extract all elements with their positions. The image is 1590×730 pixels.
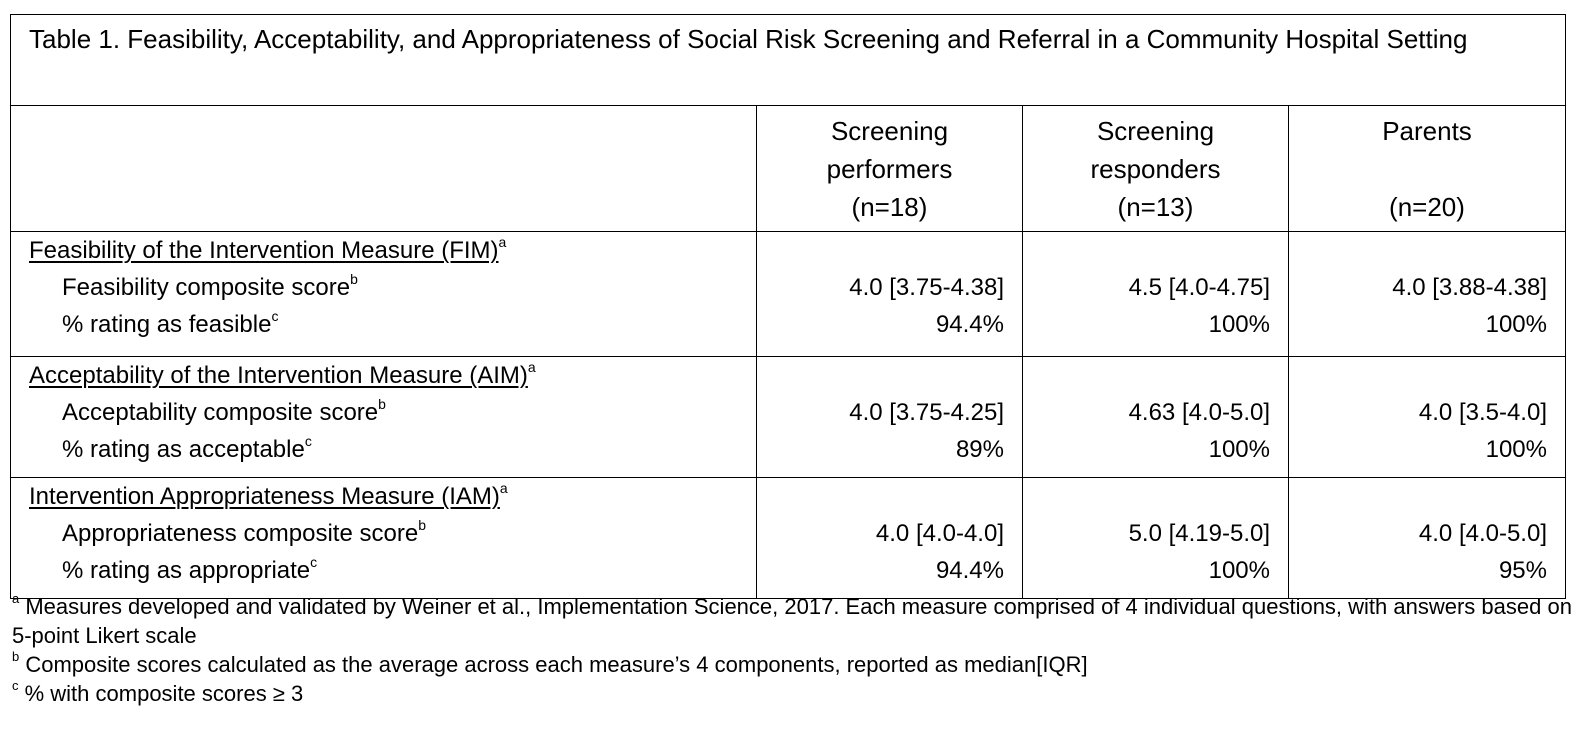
row-label: % rating as appropriate (62, 557, 311, 584)
row-label: Feasibility composite score (62, 274, 351, 301)
section-heading: Intervention Appropriateness Measure (IA… (29, 483, 500, 510)
footnote-mark: a (498, 234, 507, 250)
footnote-mark: a (499, 480, 508, 496)
section-label-cell: Intervention Appropriateness Measure (IA… (10, 477, 757, 599)
footnote-c: c % with composite scores ≥ 3 (12, 679, 1572, 708)
section-fim: Feasibility of the Intervention Measure … (10, 231, 1566, 357)
header-line: responders (1090, 154, 1221, 184)
footnote-mark: c (304, 433, 312, 449)
footnote-mark: c (271, 308, 279, 324)
footnote-mark: b (12, 648, 20, 664)
header-parents: Parents (n=20) (1288, 105, 1566, 232)
section-heading: Acceptability of the Intervention Measur… (29, 362, 528, 389)
cell-value: 100% (1208, 311, 1270, 338)
results-table: Table 1. Feasibility, Acceptability, and… (10, 14, 1566, 599)
footnote-text: Composite scores calculated as the avera… (19, 652, 1088, 677)
cell-value: 4.0 [4.0-5.0] (1418, 520, 1547, 547)
value-cell: 4.63 [4.0-5.0] 100% (1022, 356, 1289, 478)
header-line: (n=18) (851, 192, 928, 222)
section-label-cell: Acceptability of the Intervention Measur… (10, 356, 757, 478)
header-screening-responders: Screening responders (n=13) (1022, 105, 1289, 232)
cell-value: 4.0 [3.75-4.25] (849, 399, 1004, 426)
footnote-a: a Measures developed and validated by We… (12, 592, 1572, 650)
cell-value: 4.0 [4.0-4.0] (875, 520, 1004, 547)
row-label: % rating as feasible (62, 311, 272, 338)
section-aim: Acceptability of the Intervention Measur… (10, 356, 1566, 478)
title-row: Table 1. Feasibility, Acceptability, and… (10, 14, 1566, 106)
footnote-mark: a (527, 359, 536, 375)
section-iam: Intervention Appropriateness Measure (IA… (10, 477, 1566, 599)
cell-value: 100% (1208, 436, 1270, 463)
cell-value: 100% (1485, 436, 1547, 463)
header-screening-performers: Screening performers (n=18) (756, 105, 1023, 232)
footnotes: a Measures developed and validated by We… (12, 592, 1572, 708)
footnote-mark: a (12, 590, 20, 606)
value-cell: 4.0 [3.5-4.0] 100% (1288, 356, 1566, 478)
value-cell: 4.0 [4.0-5.0] 95% (1288, 477, 1566, 599)
footnote-text: Measures developed and validated by Wein… (12, 594, 1572, 648)
header-row: Screening performers (n=18) Screening re… (10, 105, 1566, 232)
table-title: Table 1. Feasibility, Acceptability, and… (10, 14, 1566, 106)
header-line: Screening (830, 116, 949, 146)
cell-value: 4.0 [3.5-4.0] (1418, 399, 1547, 426)
section-heading: Feasibility of the Intervention Measure … (29, 237, 499, 264)
value-cell: 4.0 [3.88-4.38] 100% (1288, 231, 1566, 357)
header-line: Screening (1096, 116, 1215, 146)
footnote-text: % with composite scores ≥ 3 (18, 681, 304, 706)
value-cell: 4.0 [4.0-4.0] 94.4% (756, 477, 1023, 599)
footnote-mark: c (12, 677, 19, 693)
cell-value: 4.63 [4.0-5.0] (1128, 399, 1270, 426)
footnote-mark: b (418, 517, 426, 533)
header-line: performers (826, 154, 953, 184)
value-cell: 4.0 [3.75-4.38] 94.4% (756, 231, 1023, 357)
header-line: (n=13) (1117, 192, 1194, 222)
cell-value: 94.4% (935, 311, 1004, 338)
row-label: Appropriateness composite score (62, 520, 419, 547)
cell-value: 100% (1485, 311, 1547, 338)
footnote-mark: b (350, 271, 358, 287)
cell-value: 4.5 [4.0-4.75] (1128, 274, 1270, 301)
footnote-mark: c (310, 554, 318, 570)
footnote-b: b Composite scores calculated as the ave… (12, 650, 1572, 679)
row-label: Acceptability composite score (62, 399, 379, 426)
row-label: % rating as acceptable (62, 436, 305, 463)
cell-value: 4.0 [3.88-4.38] (1392, 274, 1547, 301)
footnote-mark: b (378, 396, 386, 412)
cell-value: 100% (1208, 557, 1270, 584)
value-cell: 5.0 [4.19-5.0] 100% (1022, 477, 1289, 599)
section-label-cell: Feasibility of the Intervention Measure … (10, 231, 757, 357)
header-line (1289, 150, 1565, 188)
value-cell: 4.0 [3.75-4.25] 89% (756, 356, 1023, 478)
value-cell: 4.5 [4.0-4.75] 100% (1022, 231, 1289, 357)
cell-value: 4.0 [3.75-4.38] (849, 274, 1004, 301)
cell-value: 95% (1498, 557, 1547, 584)
cell-value: 5.0 [4.19-5.0] (1128, 520, 1270, 547)
cell-value: 94.4% (935, 557, 1004, 584)
cell-value: 89% (955, 436, 1004, 463)
header-line: (n=20) (1389, 192, 1465, 222)
header-line: Parents (1382, 116, 1472, 146)
header-blank-cell (10, 105, 757, 232)
